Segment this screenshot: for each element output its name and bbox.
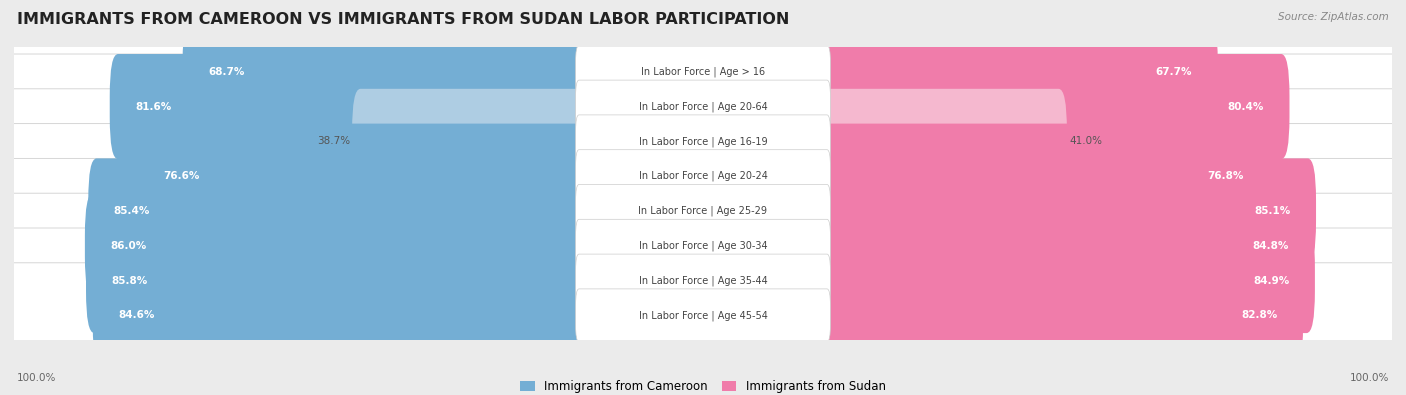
FancyBboxPatch shape <box>575 150 831 203</box>
Text: 84.6%: 84.6% <box>118 310 155 320</box>
Text: 84.9%: 84.9% <box>1253 276 1289 286</box>
Text: In Labor Force | Age 30-34: In Labor Force | Age 30-34 <box>638 241 768 251</box>
FancyBboxPatch shape <box>818 124 1270 229</box>
Legend: Immigrants from Cameroon, Immigrants from Sudan: Immigrants from Cameroon, Immigrants fro… <box>516 376 890 395</box>
Text: 80.4%: 80.4% <box>1227 102 1264 111</box>
Text: 85.8%: 85.8% <box>111 276 148 286</box>
FancyBboxPatch shape <box>818 158 1400 263</box>
FancyBboxPatch shape <box>818 158 1316 263</box>
FancyBboxPatch shape <box>575 184 831 237</box>
FancyBboxPatch shape <box>110 54 588 159</box>
Text: 86.0%: 86.0% <box>111 241 146 251</box>
FancyBboxPatch shape <box>818 54 1400 159</box>
FancyBboxPatch shape <box>818 263 1400 368</box>
Text: 84.8%: 84.8% <box>1253 241 1289 251</box>
Text: 85.4%: 85.4% <box>114 206 150 216</box>
Text: In Labor Force | Age 20-64: In Labor Force | Age 20-64 <box>638 101 768 112</box>
FancyBboxPatch shape <box>6 158 588 263</box>
FancyBboxPatch shape <box>818 54 1289 159</box>
Text: 82.8%: 82.8% <box>1241 310 1278 320</box>
Text: Source: ZipAtlas.com: Source: ZipAtlas.com <box>1278 12 1389 22</box>
FancyBboxPatch shape <box>6 124 588 229</box>
Text: 68.7%: 68.7% <box>208 67 245 77</box>
Text: 38.7%: 38.7% <box>316 136 350 147</box>
Text: IMMIGRANTS FROM CAMEROON VS IMMIGRANTS FROM SUDAN LABOR PARTICIPATION: IMMIGRANTS FROM CAMEROON VS IMMIGRANTS F… <box>17 12 789 27</box>
FancyBboxPatch shape <box>89 158 588 263</box>
FancyBboxPatch shape <box>575 80 831 133</box>
Text: 67.7%: 67.7% <box>1156 67 1192 77</box>
Text: 76.8%: 76.8% <box>1208 171 1244 181</box>
Text: In Labor Force | Age 35-44: In Labor Force | Age 35-44 <box>638 275 768 286</box>
FancyBboxPatch shape <box>818 228 1315 333</box>
Text: In Labor Force | Age 20-24: In Labor Force | Age 20-24 <box>638 171 768 181</box>
FancyBboxPatch shape <box>575 254 831 307</box>
FancyBboxPatch shape <box>6 89 588 194</box>
FancyBboxPatch shape <box>86 228 588 333</box>
FancyBboxPatch shape <box>352 89 588 194</box>
FancyBboxPatch shape <box>818 19 1400 124</box>
Text: 100.0%: 100.0% <box>1350 373 1389 383</box>
FancyBboxPatch shape <box>818 193 1400 298</box>
Text: 41.0%: 41.0% <box>1069 136 1102 147</box>
FancyBboxPatch shape <box>818 124 1400 229</box>
FancyBboxPatch shape <box>575 289 831 342</box>
Text: 85.1%: 85.1% <box>1254 206 1291 216</box>
FancyBboxPatch shape <box>575 219 831 272</box>
Text: In Labor Force | Age 16-19: In Labor Force | Age 16-19 <box>638 136 768 147</box>
FancyBboxPatch shape <box>575 45 831 98</box>
Text: 81.6%: 81.6% <box>135 102 172 111</box>
FancyBboxPatch shape <box>183 19 588 124</box>
FancyBboxPatch shape <box>818 89 1067 194</box>
FancyBboxPatch shape <box>6 19 588 124</box>
Text: In Labor Force | Age > 16: In Labor Force | Age > 16 <box>641 66 765 77</box>
FancyBboxPatch shape <box>575 115 831 168</box>
FancyBboxPatch shape <box>6 193 588 298</box>
FancyBboxPatch shape <box>818 263 1303 368</box>
FancyBboxPatch shape <box>84 193 588 298</box>
FancyBboxPatch shape <box>818 89 1400 194</box>
FancyBboxPatch shape <box>818 228 1400 333</box>
FancyBboxPatch shape <box>6 263 588 368</box>
Text: 76.6%: 76.6% <box>163 171 200 181</box>
Text: 100.0%: 100.0% <box>17 373 56 383</box>
Text: In Labor Force | Age 45-54: In Labor Force | Age 45-54 <box>638 310 768 321</box>
FancyBboxPatch shape <box>93 263 588 368</box>
Text: In Labor Force | Age 25-29: In Labor Force | Age 25-29 <box>638 206 768 216</box>
FancyBboxPatch shape <box>6 54 588 159</box>
FancyBboxPatch shape <box>818 193 1315 298</box>
FancyBboxPatch shape <box>6 228 588 333</box>
FancyBboxPatch shape <box>138 124 588 229</box>
FancyBboxPatch shape <box>818 19 1218 124</box>
